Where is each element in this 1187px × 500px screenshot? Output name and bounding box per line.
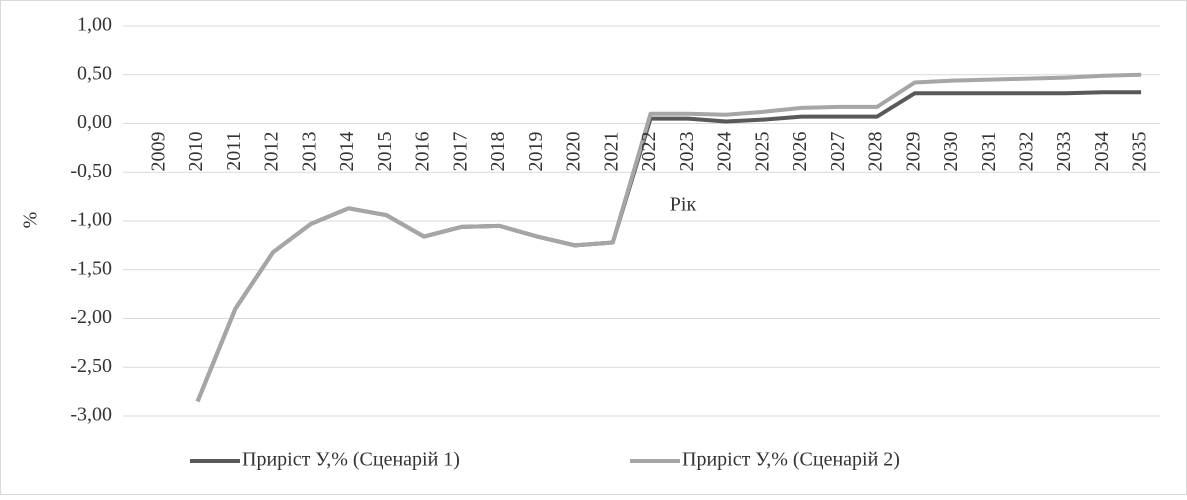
x-tick-label: 2033 (1053, 132, 1075, 172)
x-tick-label: 2032 (1016, 132, 1038, 172)
x-tick-label: 2009 (147, 132, 169, 172)
x-tick-label: 2029 (902, 132, 924, 172)
x-tick-label: 2025 (751, 132, 773, 172)
x-axis-label: Рік (670, 194, 697, 216)
x-tick-label: 2018 (487, 132, 509, 172)
x-tick-label: 2014 (336, 132, 358, 172)
y-tick-label: -3,00 (70, 404, 112, 426)
x-tick-label: 2011 (223, 132, 245, 171)
series-line (195, 72, 1142, 403)
y-tick-label: 1,00 (77, 14, 112, 36)
y-tick-label: 0,50 (77, 62, 112, 84)
x-tick-label: 2034 (1091, 132, 1113, 172)
x-tick-label: 2031 (978, 132, 1000, 172)
legend-label: Приріст У,% (Сценарій 1) (242, 449, 460, 471)
x-tick-label: 2019 (525, 132, 547, 172)
legend-label: Приріст У,% (Сценарій 2) (682, 449, 900, 471)
x-tick-label: 2015 (374, 132, 396, 172)
x-tick-label: 2035 (1129, 132, 1151, 172)
y-tick-label: -2,50 (70, 355, 112, 377)
y-tick-label: -2,00 (70, 306, 112, 328)
y-axis-label: % (20, 212, 42, 229)
x-tick-label: 2027 (827, 132, 849, 172)
x-tick-label: 2028 (865, 132, 887, 172)
x-tick-label: 2016 (412, 132, 434, 172)
x-tick-label: 2026 (789, 132, 811, 172)
x-tick-label: 2024 (714, 132, 736, 172)
y-tick-label: -1,50 (70, 257, 112, 279)
x-tick-label: 2012 (261, 132, 283, 172)
x-tick-label: 2017 (449, 132, 471, 172)
y-tick-label: -1,00 (70, 209, 112, 231)
x-tick-label: 2030 (940, 132, 962, 172)
x-tick-label: 2023 (676, 132, 698, 172)
y-tick-label: -0,50 (70, 160, 112, 182)
y-tick-label: 0,00 (77, 111, 112, 133)
x-tick-label: 2013 (298, 132, 320, 172)
x-tick-label: 2010 (185, 132, 207, 172)
x-tick-label: 2022 (638, 132, 660, 172)
x-tick-label: 2021 (600, 132, 622, 172)
x-tick-label: 2020 (563, 132, 585, 172)
